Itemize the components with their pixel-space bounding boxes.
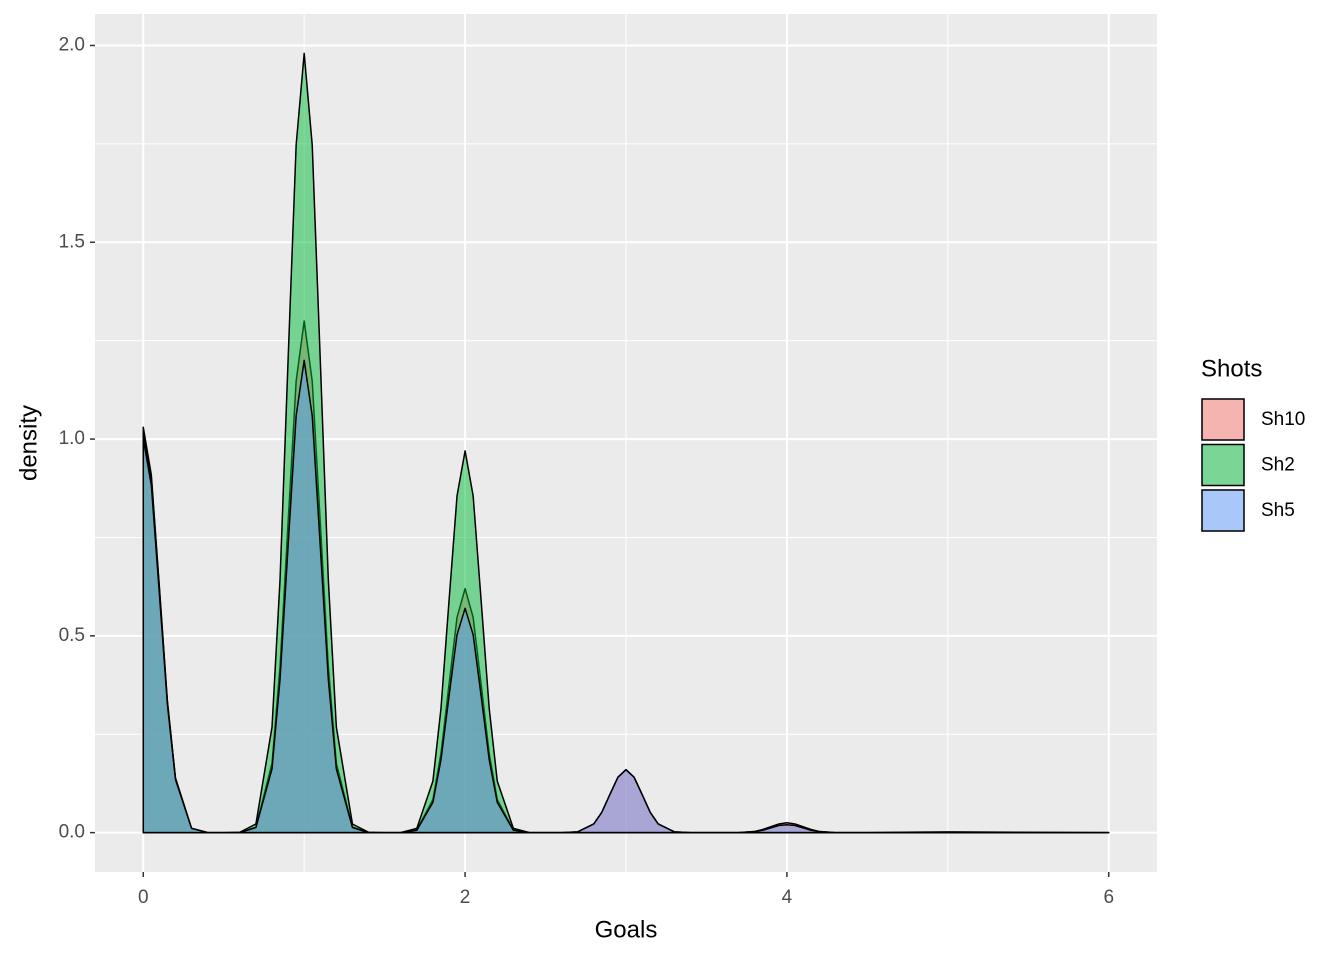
legend-label: Sh2: [1261, 455, 1295, 476]
axes: 0.0 0.5 1.0 1.5 2.0 0 2 4 6: [59, 35, 1114, 909]
legend-label: Sh5: [1261, 500, 1295, 521]
legend-key: [1201, 398, 1245, 441]
density-area: [142, 359, 1110, 834]
y-axis-title: density: [15, 405, 42, 481]
y-tick-label: 0.5: [59, 625, 85, 646]
legend-title: Shots: [1201, 355, 1262, 382]
y-tick-label: 0.0: [59, 822, 85, 843]
y-tick-label: 1.0: [59, 428, 85, 449]
legend-key: [1201, 489, 1245, 532]
legend-label: Sh10: [1261, 409, 1305, 430]
areas: [142, 52, 1110, 834]
y-tick-label: 1.5: [59, 231, 85, 252]
legend-key: [1201, 443, 1245, 487]
x-axis-title: Goals: [595, 916, 658, 943]
x-tick-label: 0: [138, 887, 149, 908]
x-tick-label: 4: [782, 887, 793, 908]
legend: Sh10 Sh2 Sh5: [1201, 398, 1305, 532]
x-tick-label: 6: [1103, 887, 1114, 908]
y-tick-label: 2.0: [59, 35, 85, 56]
x-tick-label: 2: [460, 887, 471, 908]
